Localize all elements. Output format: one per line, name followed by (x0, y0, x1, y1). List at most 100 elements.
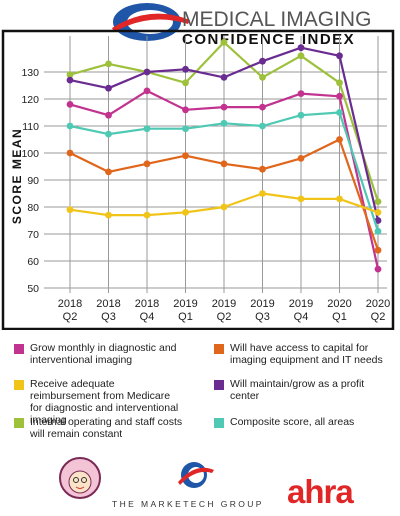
data-point (182, 106, 189, 114)
x-tick-quarter: Q1 (178, 311, 193, 323)
legend-swatch (214, 418, 224, 428)
y-tick-label: 90 (27, 175, 39, 187)
data-point (143, 211, 151, 219)
data-point (105, 111, 112, 119)
marketech-label: THE MARKETECH GROUP (112, 499, 264, 509)
legend-item: Will maintain/grow as a profit center (214, 378, 384, 402)
legend-item: Grow monthly in diagnostic and intervent… (14, 342, 184, 366)
x-tick-quarter: Q3 (101, 311, 116, 323)
x-tick-quarter: Q4 (140, 311, 155, 323)
data-point (336, 79, 343, 87)
data-point (259, 103, 266, 111)
legend-item: Receive adequate reimbursement from Medi… (14, 378, 184, 426)
legend-swatch (14, 418, 24, 428)
data-point (336, 109, 343, 116)
y-tick-label: 70 (27, 229, 39, 241)
legend-swatch (214, 344, 224, 354)
y-tick-label: 130 (21, 67, 39, 79)
data-point (374, 217, 382, 224)
y-axis-label: SCORE MEAN (10, 128, 24, 224)
data-point (259, 190, 266, 197)
data-point (66, 101, 74, 108)
data-point (297, 90, 305, 97)
data-point (182, 209, 189, 216)
ahra-logo-text: ahra (287, 473, 354, 510)
legend-label: Composite score, all areas (230, 416, 355, 428)
legend-label: Will have access to capital for imaging … (230, 342, 383, 366)
data-point (105, 168, 112, 176)
data-point (259, 57, 266, 65)
chart-frame (1, 29, 395, 330)
data-point (336, 92, 343, 100)
data-point (374, 198, 382, 206)
data-point (66, 122, 74, 130)
data-point (259, 165, 266, 173)
data-point (66, 76, 74, 84)
series-1 (66, 44, 382, 224)
data-point (220, 160, 228, 168)
data-point (336, 136, 343, 143)
series-4 (66, 136, 382, 254)
data-point (66, 149, 74, 157)
series-5 (66, 190, 382, 219)
y-tick-label: 100 (21, 148, 39, 160)
x-tick-year: 2019 (212, 298, 236, 310)
data-point (182, 65, 189, 73)
data-point (143, 125, 151, 133)
data-point (66, 71, 74, 79)
x-tick-year: 2018 (58, 298, 82, 310)
data-point (182, 152, 189, 160)
x-tick-year: 2020 (327, 298, 351, 310)
footer-logos (59, 457, 214, 499)
legend-swatch (214, 380, 224, 390)
x-tick-year: 2019 (289, 298, 313, 310)
x-tick-year: 2019 (250, 298, 274, 310)
x-tick-quarter: Q1 (332, 311, 347, 323)
marketech-globe-icon (178, 462, 214, 488)
data-point (297, 44, 305, 52)
y-tick-label: 120 (21, 94, 39, 106)
data-point (374, 227, 382, 235)
data-point (259, 122, 266, 130)
data-point (220, 119, 228, 127)
data-point (297, 195, 305, 203)
header-title-top: MEDICAL IMAGING (182, 8, 371, 31)
data-point (220, 38, 228, 46)
data-point (374, 209, 382, 216)
data-point (66, 206, 74, 214)
data-point (105, 211, 112, 219)
data-point (297, 155, 305, 162)
data-point (297, 52, 305, 60)
data-point (220, 103, 228, 111)
x-tick-quarter: Q2 (217, 311, 232, 323)
y-tick-label: 110 (22, 121, 39, 133)
legend-item: Internal operating and staff costs will … (14, 416, 184, 440)
y-tick-label: 50 (27, 283, 39, 295)
data-point (105, 84, 112, 92)
data-point (182, 125, 189, 133)
legend-swatch (14, 380, 24, 390)
series-3 (66, 109, 382, 235)
legend-label: Grow monthly in diagnostic and intervent… (30, 342, 177, 366)
data-point (297, 111, 305, 119)
data-point (182, 79, 189, 87)
data-point (143, 160, 151, 168)
y-tick-label: 60 (27, 256, 39, 268)
x-tick-labels: 2018Q22018Q32018Q42019Q12019Q22019Q32019… (58, 298, 390, 323)
grid (44, 36, 387, 293)
legend-item: Composite score, all areas (214, 416, 384, 428)
data-point (220, 203, 228, 211)
x-tick-quarter: Q2 (63, 311, 78, 323)
y-tick-label: 80 (27, 202, 39, 214)
data-point (143, 68, 151, 76)
grandma-mascot-icon (59, 457, 101, 499)
data-point (220, 74, 228, 81)
data-point (105, 60, 112, 68)
legend-swatch (14, 344, 24, 354)
data-point (143, 87, 151, 95)
x-tick-year: 2020 (366, 298, 390, 310)
x-tick-year: 2019 (173, 298, 197, 310)
legend-item: Will have access to capital for imaging … (214, 342, 384, 366)
series-group (66, 38, 382, 273)
